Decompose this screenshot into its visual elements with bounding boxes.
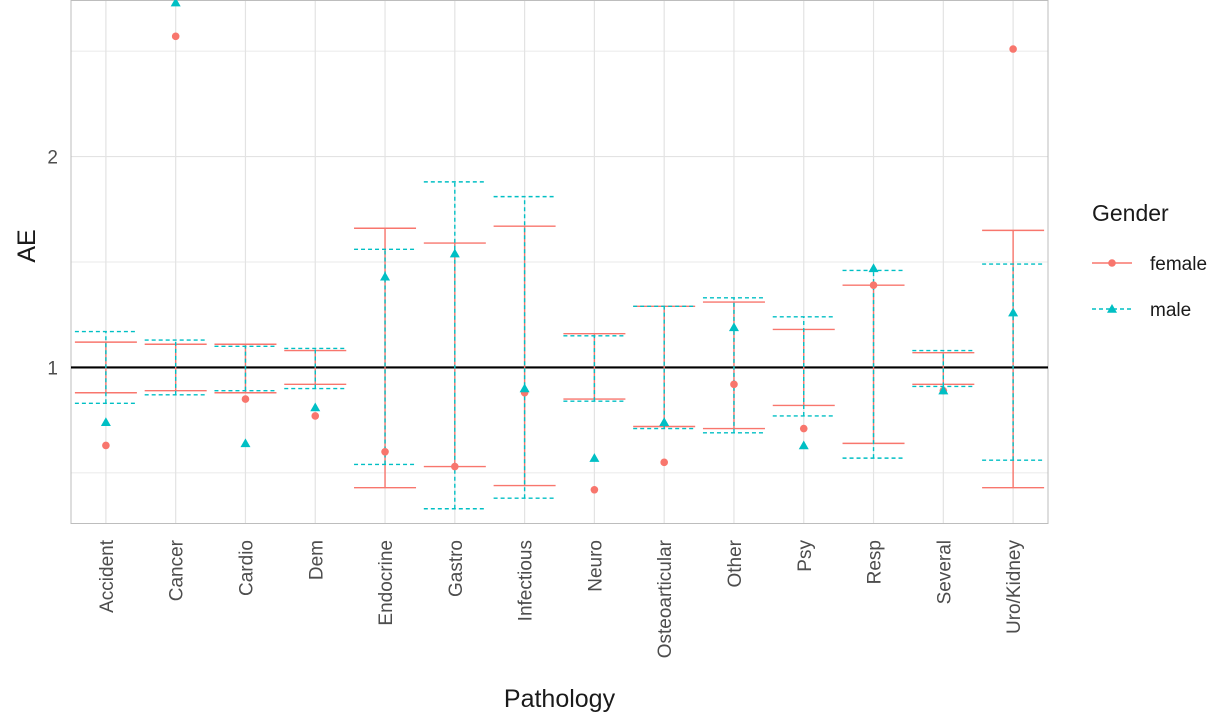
data-point <box>659 417 670 427</box>
plot-panel-border <box>70 0 1049 524</box>
points-male <box>100 0 1019 462</box>
x-tick-label: Neuro <box>585 540 606 592</box>
data-point <box>380 271 391 281</box>
y-axis-title: AE <box>13 229 41 262</box>
data-point <box>798 440 809 450</box>
x-tick-label: Uro/Kidney <box>1004 540 1025 634</box>
x-tick-label: Cardio <box>236 540 257 596</box>
data-point <box>589 453 600 462</box>
x-tick-label: Gastro <box>446 540 467 597</box>
points-female <box>102 32 1017 494</box>
legend-key-marker <box>1108 259 1116 267</box>
series-female <box>74 225 1045 489</box>
x-tick-label: Resp <box>865 540 886 584</box>
legend-label: female <box>1150 254 1207 275</box>
legend-title: Gender <box>1092 200 1169 226</box>
data-point <box>1009 45 1017 53</box>
data-point <box>240 438 251 448</box>
series-male <box>74 181 1045 510</box>
data-point <box>170 0 181 7</box>
data-point <box>100 417 111 427</box>
data-point <box>451 462 459 471</box>
data-point <box>730 380 738 389</box>
y-axis: 12 <box>47 148 58 380</box>
x-tick-label: Dem <box>306 540 327 580</box>
x-tick-label: Cancer <box>167 539 188 601</box>
data-point <box>660 458 668 467</box>
data-point <box>869 281 878 289</box>
x-tick-label: Accident <box>97 539 118 613</box>
data-point <box>311 412 320 420</box>
data-point <box>171 32 180 41</box>
y-tick-label: 1 <box>47 358 58 379</box>
legend-item-female: female <box>1092 254 1207 275</box>
data-point <box>938 385 949 395</box>
legend-key-marker <box>1107 304 1117 313</box>
x-axis: Accident Cancer Cardio Dem Endocrine Gastro In… <box>97 539 1025 658</box>
legend: Gender female male <box>1092 200 1207 321</box>
data-point <box>868 263 879 273</box>
data-point <box>381 447 389 456</box>
data-point <box>102 441 110 450</box>
data-point <box>799 424 808 433</box>
data-point <box>728 322 739 332</box>
x-tick-label: Several <box>934 540 955 604</box>
data-point <box>310 402 321 412</box>
legend-label: male <box>1150 300 1191 321</box>
y-tick-label: 2 <box>47 148 58 169</box>
data-point <box>519 383 530 393</box>
legend-item-male: male <box>1092 300 1191 321</box>
x-tick-label: Osteoarticular <box>655 539 676 658</box>
x-tick-label: Endocrine <box>376 540 397 626</box>
grid-lines <box>71 0 1048 524</box>
x-tick-label: Psy <box>795 540 816 572</box>
data-point <box>241 395 250 403</box>
x-axis-title: Pathology <box>504 685 616 713</box>
data-point <box>449 248 460 258</box>
data-point <box>590 485 599 494</box>
x-tick-label: Other <box>725 539 746 587</box>
data-point <box>1008 307 1019 317</box>
x-tick-label: Infectious <box>516 540 537 621</box>
series-group <box>74 0 1045 510</box>
